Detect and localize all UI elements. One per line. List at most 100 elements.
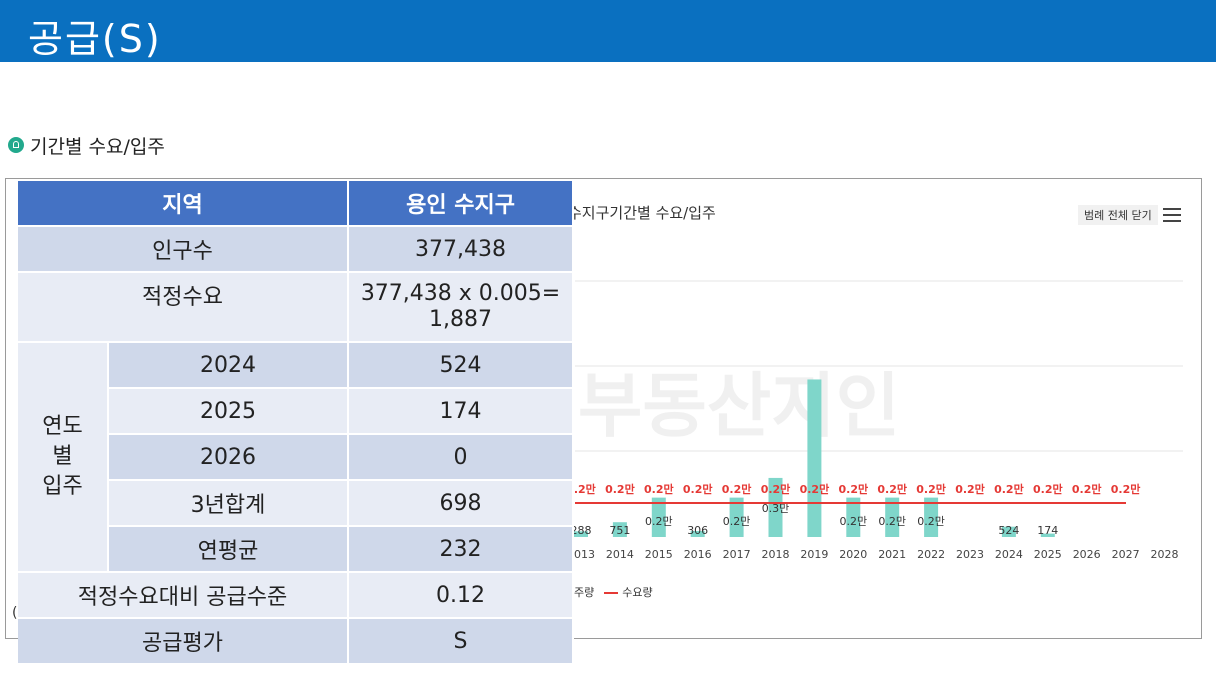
bar-value-label: 751 bbox=[609, 524, 630, 537]
left-edge-fragment: ( bbox=[12, 605, 18, 621]
x-tick-label: 2019 bbox=[800, 548, 828, 561]
row-year-2024: 연도 별 입주 2024 524 bbox=[18, 342, 575, 573]
demand-value-label: 0.2만 bbox=[605, 482, 635, 496]
demand-value-label: 0.2만 bbox=[644, 482, 674, 496]
year-label: 2025 bbox=[108, 388, 350, 435]
ratio-value: 0.12 bbox=[348, 572, 575, 619]
bar bbox=[885, 497, 900, 537]
demand-result: 1,887 bbox=[429, 307, 492, 332]
section-title-text: 기간별 수요/입주 bbox=[30, 135, 165, 158]
legend-close-button[interactable]: 범례 전체 닫기 bbox=[1078, 205, 1158, 225]
chart-title: 수지구기간별 수요/입주 bbox=[568, 204, 716, 222]
row-three-year-total: 3년합계 698 bbox=[18, 480, 575, 527]
bar bbox=[651, 497, 666, 537]
demand-value-label: 0.2만 bbox=[800, 482, 830, 496]
year-value: 698 bbox=[348, 480, 575, 527]
x-tick-label: 2025 bbox=[1034, 548, 1062, 561]
demand-value-label: 0.2만 bbox=[761, 482, 791, 496]
row-year-2026: 2026 0 bbox=[18, 434, 575, 481]
legend-item-bars[interactable]: 주량 bbox=[574, 586, 595, 599]
bar bbox=[1001, 526, 1016, 537]
bar-value-label: 0.3만 bbox=[762, 502, 790, 515]
x-tick-label: 2013 bbox=[567, 548, 595, 561]
header-district: 용인 수지구 bbox=[348, 181, 575, 227]
row-supply-ratio: 적정수요대비 공급수준 0.12 bbox=[18, 572, 575, 619]
demand-value-label: 0.2만 bbox=[955, 482, 985, 496]
year-label: 2026 bbox=[108, 434, 350, 481]
population-value: 377,438 bbox=[348, 226, 575, 273]
x-tick-label: 2021 bbox=[878, 548, 906, 561]
bar-value-label: 0.2만 bbox=[645, 515, 673, 528]
demand-value-label: 0.2만 bbox=[566, 482, 596, 496]
yearly-group-label: 연도 별 입주 bbox=[18, 342, 109, 573]
bar-value-label: 306 bbox=[687, 524, 708, 537]
bar bbox=[846, 497, 861, 537]
bar bbox=[690, 530, 705, 537]
x-tick-label: 2027 bbox=[1112, 548, 1140, 561]
demand-value-label: 0.2만 bbox=[722, 482, 752, 496]
row-demand: 적정수요 377,438 x 0.005= 1,887 bbox=[18, 272, 575, 343]
grade-label: 공급평가 bbox=[18, 618, 350, 665]
legend-item-line-label: 수요량 bbox=[622, 586, 653, 599]
x-tick-label: 2016 bbox=[684, 548, 712, 561]
year-label: 연평균 bbox=[108, 526, 350, 573]
bar bbox=[729, 497, 744, 537]
x-tick-label: 2024 bbox=[995, 548, 1023, 561]
bar bbox=[1040, 533, 1055, 537]
bar-value-label: 524 bbox=[998, 524, 1019, 537]
watermark: 부동산지인 bbox=[578, 365, 900, 447]
demand-value-label: 0.2만 bbox=[994, 482, 1024, 496]
bar-value-label: 0.2만 bbox=[723, 515, 751, 528]
demand-formula: 377,438 x 0.005= bbox=[360, 281, 561, 306]
population-label: 인구수 bbox=[18, 226, 350, 273]
demand-value-label: 0.2만 bbox=[1033, 482, 1063, 496]
grade-value: S bbox=[348, 618, 575, 665]
year-label: 3년합계 bbox=[108, 480, 350, 527]
home-icon bbox=[8, 137, 24, 153]
row-population: 인구수 377,438 bbox=[18, 226, 575, 273]
demand-label: 적정수요 bbox=[18, 272, 350, 343]
x-tick-label: 2015 bbox=[645, 548, 673, 561]
year-value: 524 bbox=[348, 342, 575, 389]
group-label-line2: 별 bbox=[52, 444, 73, 469]
x-tick-label: 2017 bbox=[723, 548, 751, 561]
bar-value-label: 0.2만 bbox=[917, 515, 945, 528]
table-header-row: 지역 용인 수지구 bbox=[18, 181, 575, 227]
year-value: 174 bbox=[348, 388, 575, 435]
legend-item-line[interactable]: 수요량 bbox=[604, 584, 653, 600]
demand-value-label: 0.2만 bbox=[838, 482, 868, 496]
bar bbox=[924, 497, 939, 537]
x-tick-label: 2023 bbox=[956, 548, 984, 561]
row-supply-grade: 공급평가 S bbox=[18, 618, 575, 665]
bar bbox=[612, 522, 627, 537]
demand-value-label: 0.2만 bbox=[877, 482, 907, 496]
row-annual-average: 연평균 232 bbox=[18, 526, 575, 573]
row-year-2025: 2025 174 bbox=[18, 388, 575, 435]
bar-value-label: 288 bbox=[571, 524, 592, 537]
bar-value-label: 0.2만 bbox=[878, 515, 906, 528]
demand-value-label: 0.2만 bbox=[916, 482, 946, 496]
section-heading: 기간별 수요/입주 bbox=[8, 131, 165, 159]
chart-legend: 주량 수요량 bbox=[574, 584, 653, 600]
group-label-line3: 입주 bbox=[42, 474, 83, 499]
year-value: 0 bbox=[348, 434, 575, 481]
supply-summary-table: 지역 용인 수지구 인구수 377,438 적정수요 377,438 x 0.0… bbox=[18, 181, 575, 665]
x-tick-label: 2020 bbox=[839, 548, 867, 561]
hamburger-menu-icon[interactable] bbox=[1163, 208, 1181, 222]
x-tick-label: 2028 bbox=[1151, 548, 1179, 561]
bar bbox=[574, 531, 588, 537]
demand-value: 377,438 x 0.005= 1,887 bbox=[348, 272, 575, 343]
header-bar: 공급(S) bbox=[0, 0, 1216, 62]
demand-value-label: 0.2만 bbox=[1072, 482, 1102, 496]
ratio-label: 적정수요대비 공급수준 bbox=[18, 572, 350, 619]
x-tick-label: 2022 bbox=[917, 548, 945, 561]
demand-value-label: 0.2만 bbox=[1111, 482, 1141, 496]
header-region: 지역 bbox=[18, 181, 350, 227]
line-swatch bbox=[604, 592, 619, 594]
bar bbox=[768, 477, 783, 537]
year-label: 2024 bbox=[108, 342, 350, 389]
group-label-line1: 연도 bbox=[42, 414, 83, 439]
x-tick-label: 2026 bbox=[1073, 548, 1101, 561]
demand-value-label: 0.2만 bbox=[683, 482, 713, 496]
